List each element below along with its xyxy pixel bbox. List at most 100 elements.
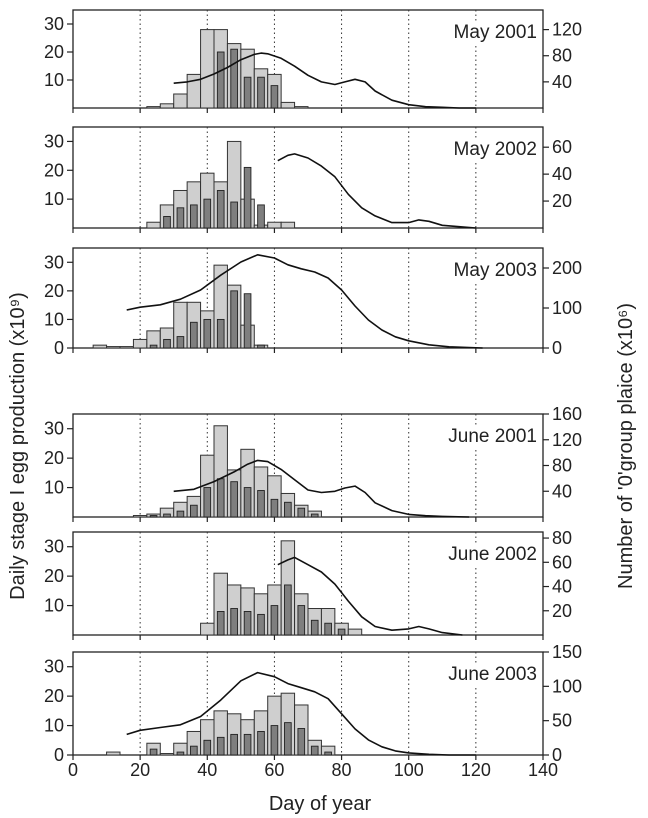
bar-dark	[257, 76, 265, 109]
panel-title: June 2002	[448, 544, 537, 565]
bar-dark	[190, 321, 198, 349]
y-right-tick-label: 200	[552, 258, 582, 278]
plot-frame	[72, 247, 544, 349]
y-right-tick-label: 0	[552, 745, 562, 765]
bar-dark	[163, 338, 171, 349]
bar-dark	[149, 748, 158, 756]
series-curve	[173, 459, 470, 518]
bar-dark	[163, 216, 171, 229]
x-tick-label: 80	[332, 760, 352, 780]
y-right-tick-label: 40	[552, 72, 572, 92]
y-right-tick-label: 100	[552, 298, 582, 318]
bar-dark	[310, 745, 319, 756]
y-left-tick-label: 20	[44, 566, 64, 586]
panel-title-background	[446, 426, 539, 447]
y-right-tick-label: 50	[552, 711, 572, 731]
y-right-tick-label: 80	[552, 46, 572, 66]
bar-dark	[230, 48, 238, 109]
bar-dark	[176, 336, 185, 349]
bar-dark	[230, 481, 238, 518]
y-right-tick-label: 20	[552, 601, 572, 621]
bar-dark	[216, 478, 225, 518]
panel-title: June 2001	[448, 426, 537, 447]
bar-dark	[230, 733, 238, 756]
series-curve	[277, 556, 463, 636]
bar-dark	[163, 513, 171, 518]
y-right-tick-label: 20	[552, 191, 572, 211]
bar-dark	[257, 490, 265, 518]
panel-title-background	[446, 664, 539, 685]
y-right-tick-label: 60	[552, 552, 572, 572]
bar-light	[200, 29, 215, 109]
y-right-tick-label: 80	[552, 456, 572, 476]
panel-title: May 2003	[454, 260, 537, 281]
y-left-tick-label: 20	[44, 281, 64, 301]
y-left-tick-label: 30	[44, 252, 64, 272]
bar-dark	[257, 344, 265, 349]
bar-light	[280, 221, 296, 229]
bar-dark	[243, 76, 252, 109]
x-tick-label: 0	[68, 760, 78, 780]
panel-title-background	[451, 139, 539, 160]
bar-dark	[203, 739, 212, 756]
bar-dark	[176, 207, 185, 229]
bar-dark	[149, 344, 158, 349]
y-left-tick-label: 10	[44, 189, 64, 209]
series-curve	[277, 153, 476, 229]
bar-dark	[310, 619, 319, 636]
x-tick-label: 20	[130, 760, 150, 780]
bar-dark	[216, 611, 225, 636]
y-axis-left-label: Daily stage I egg production (x10⁹)	[7, 292, 29, 600]
bar-dark	[190, 745, 198, 756]
bar-light	[132, 338, 148, 349]
bar-dark	[176, 751, 185, 756]
y-right-tick-label: 120	[552, 20, 582, 40]
bar-light	[173, 93, 188, 109]
y-right-tick-label: 40	[552, 481, 572, 501]
y-right-tick-label: 160	[552, 404, 582, 424]
bar-light	[267, 221, 282, 229]
y-left-tick-label: 0	[54, 338, 64, 358]
bar-dark	[324, 622, 332, 636]
y-right-tick-label: 120	[552, 430, 582, 450]
bar-dark	[243, 487, 252, 518]
bar-light	[146, 221, 161, 229]
bar-dark	[190, 204, 198, 229]
x-tick-label: 40	[197, 760, 217, 780]
y-right-tick-label: 100	[552, 676, 582, 696]
bar-light	[92, 344, 108, 349]
bar-light	[200, 622, 215, 636]
bar-dark	[230, 201, 238, 229]
bar-dark	[297, 728, 306, 756]
panel-title: May 2002	[454, 139, 537, 160]
bar-light	[159, 103, 175, 109]
plot-frame	[72, 126, 544, 229]
bar-dark	[284, 722, 292, 756]
x-tick-label: 120	[461, 760, 491, 780]
bar-dark	[203, 198, 212, 229]
y-left-tick-label: 10	[44, 596, 64, 616]
bar-dark	[257, 731, 265, 756]
panel-2: 10 20 30 20 40 60 May 2002	[44, 126, 572, 233]
bar-dark	[243, 293, 252, 349]
y-left-tick-label: 30	[44, 657, 64, 677]
y-right-tick-label: 40	[552, 164, 572, 184]
bar-dark	[230, 608, 238, 636]
bar-light	[280, 101, 296, 109]
y-left-tick-label: 30	[44, 14, 64, 34]
chart-panels: 10 20 30 40 80 120 May 2001 10 20 30 20 40 60 May 200…	[44, 9, 582, 780]
y-left-tick-label: 20	[44, 160, 64, 180]
bar-dark	[216, 318, 225, 349]
bar-dark	[310, 513, 319, 518]
panel-1: 10 20 30 40 80 120 May 2001	[44, 9, 582, 113]
x-tick-label: 60	[264, 760, 284, 780]
y-right-tick-label: 60	[552, 137, 572, 157]
bar-light	[106, 751, 121, 756]
y-right-tick-label: 40	[552, 577, 572, 597]
y-left-tick-label: 20	[44, 686, 64, 706]
bar-dark	[297, 605, 306, 636]
y-right-tick-label: 150	[552, 642, 582, 662]
y-left-tick-label: 10	[44, 309, 64, 329]
bar-dark	[324, 751, 332, 756]
y-left-tick-label: 10	[44, 478, 64, 498]
